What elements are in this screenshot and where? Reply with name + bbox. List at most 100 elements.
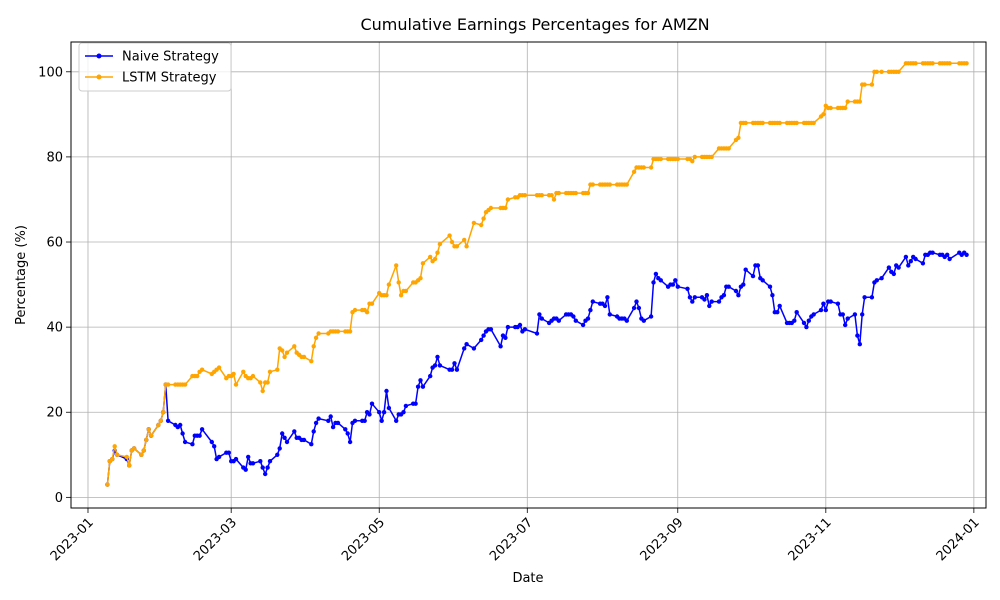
naive-strategy-point bbox=[741, 282, 746, 287]
naive-strategy-point bbox=[651, 280, 656, 285]
series-layer bbox=[105, 61, 969, 487]
naive-strategy-point bbox=[811, 312, 816, 317]
naive-strategy-point bbox=[687, 295, 693, 300]
naive-strategy-point bbox=[537, 312, 542, 317]
naive-strategy-point bbox=[804, 324, 809, 330]
lstm-strategy-point bbox=[165, 382, 171, 387]
lstm-strategy-point bbox=[233, 382, 239, 387]
naive-strategy-point bbox=[534, 331, 540, 336]
naive-strategy-point bbox=[282, 435, 287, 440]
naive-strategy-point bbox=[704, 293, 710, 298]
lstm-strategy-point bbox=[316, 331, 321, 336]
lstm-strategy-point bbox=[481, 216, 486, 221]
naive-strategy-point bbox=[755, 263, 761, 268]
lstm-strategy-point bbox=[114, 452, 120, 457]
naive-strategy-point bbox=[377, 410, 382, 415]
naive-strategy-point bbox=[801, 320, 807, 326]
naive-strategy-point bbox=[454, 367, 460, 372]
naive-strategy-point bbox=[860, 312, 865, 317]
naive-strategy-point bbox=[260, 465, 265, 470]
naive-strategy-point bbox=[733, 288, 739, 294]
naive-strategy-point bbox=[316, 416, 321, 421]
naive-strategy-point bbox=[280, 431, 285, 436]
naive-strategy-point bbox=[226, 450, 231, 455]
naive-strategy-point bbox=[707, 303, 712, 309]
lstm-strategy-point bbox=[454, 244, 460, 249]
lstm-strategy-point bbox=[573, 190, 578, 196]
naive-strategy-point bbox=[199, 427, 205, 432]
naive-strategy-point bbox=[394, 418, 399, 423]
lstm-strategy-point bbox=[551, 197, 557, 202]
naive-strategy-point bbox=[190, 442, 195, 447]
naive-strategy-point bbox=[352, 418, 358, 423]
chart-title: Cumulative Earnings Percentages for AMZN bbox=[360, 15, 709, 34]
naive-strategy-point bbox=[709, 299, 714, 304]
lstm-strategy-point bbox=[488, 205, 494, 211]
x-axis-label: Date bbox=[512, 571, 543, 586]
naive-strategy-point bbox=[743, 267, 748, 272]
lstm-strategy-point bbox=[141, 448, 146, 453]
naive-strategy-point bbox=[369, 401, 375, 406]
naive-strategy-point bbox=[607, 312, 612, 317]
naive-strategy-point bbox=[449, 367, 455, 372]
y-tick-label: 40 bbox=[46, 321, 63, 336]
naive-strategy-point bbox=[721, 293, 727, 298]
naive-strategy-point bbox=[277, 446, 282, 451]
naive-strategy-point bbox=[906, 263, 911, 268]
lstm-strategy-point bbox=[161, 410, 166, 415]
lstm-strategy-point bbox=[879, 69, 884, 75]
naive-strategy-point bbox=[197, 433, 202, 438]
lstm-strategy-point bbox=[549, 193, 554, 198]
naive-strategy-point bbox=[760, 278, 765, 283]
lstm-strategy-point bbox=[930, 61, 935, 66]
lstm-strategy-point bbox=[216, 365, 222, 370]
lstm-strategy-point bbox=[743, 120, 748, 126]
naive-strategy-point bbox=[945, 252, 950, 257]
naive-strategy-point bbox=[246, 454, 251, 460]
lstm-strategy-point bbox=[896, 69, 901, 75]
naive-strategy-point bbox=[233, 456, 239, 462]
naive-strategy-point bbox=[479, 337, 484, 343]
lstm-strategy-point bbox=[313, 335, 319, 340]
naive-strategy-point bbox=[843, 322, 848, 328]
naive-strategy-point bbox=[428, 373, 433, 379]
lstm-strategy-point bbox=[821, 112, 826, 117]
lstm-strategy-point bbox=[284, 350, 290, 355]
naive-strategy-point bbox=[840, 312, 845, 317]
naive-strategy-point bbox=[384, 388, 389, 394]
lstm-strategy-point bbox=[631, 169, 637, 174]
naive-strategy-point bbox=[857, 342, 862, 347]
naive-strategy-point bbox=[464, 342, 469, 347]
lstm-strategy-point bbox=[794, 120, 799, 126]
naive-strategy-point bbox=[165, 418, 171, 423]
naive-strategy-point bbox=[792, 318, 797, 323]
naive-strategy-point bbox=[818, 307, 824, 313]
naive-strategy-point bbox=[418, 378, 423, 383]
naive-strategy-point bbox=[539, 316, 544, 321]
naive-strategy-point bbox=[602, 303, 608, 309]
lstm-strategy-point bbox=[182, 382, 188, 387]
naive-strategy-point bbox=[908, 259, 913, 264]
lstm-strategy-point bbox=[462, 237, 467, 243]
naive-strategy-point bbox=[178, 422, 183, 428]
y-tick-label: 100 bbox=[38, 65, 63, 80]
lstm-strategy-point bbox=[418, 276, 423, 281]
lstm-strategy-point bbox=[156, 422, 161, 428]
naive-strategy-point bbox=[503, 335, 508, 340]
lstm-strategy-legend-marker bbox=[96, 74, 102, 80]
naive-strategy-point bbox=[498, 344, 503, 349]
lstm-strategy-point bbox=[267, 369, 273, 374]
naive-strategy-point bbox=[891, 271, 896, 277]
legend: Naive Strategy LSTM Strategy bbox=[78, 42, 232, 92]
naive-strategy-point bbox=[481, 333, 486, 338]
naive-strategy-point bbox=[488, 327, 494, 332]
lstm-strategy-point bbox=[503, 205, 508, 211]
lstm-strategy-point bbox=[265, 380, 270, 385]
naive-strategy-point bbox=[886, 265, 892, 270]
naive-strategy-point bbox=[571, 314, 576, 319]
naive-strategy-point bbox=[823, 307, 828, 313]
lstm-strategy-point bbox=[311, 344, 316, 349]
lstm-strategy-point bbox=[675, 156, 680, 162]
